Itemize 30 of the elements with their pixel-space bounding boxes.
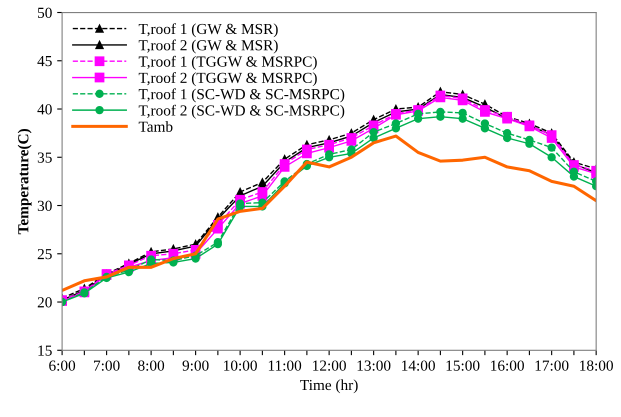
- x-tick-label: 12:00: [313, 360, 346, 371]
- x-tick-label: 8:00: [138, 360, 164, 371]
- legend-label: T,roof 1 (GW & MSR): [138, 23, 278, 38]
- y-tick-label: 40: [37, 104, 52, 114]
- x-tick-label: 6:00: [49, 360, 76, 371]
- legend-label: T,roof 2 (SC-WD & SC-MSRPC): [138, 104, 344, 119]
- y-tick-label: 15: [38, 345, 52, 356]
- y-tick-label: 25: [38, 248, 52, 260]
- x-tick-label: 17:00: [536, 360, 568, 371]
- x-tick-label: 18:00: [580, 360, 613, 371]
- y-tick-label: 45: [37, 56, 52, 66]
- x-tick-label: 11:00: [268, 360, 302, 371]
- x-tick-label: 10:00: [224, 360, 257, 371]
- legend-label: Tamb: [138, 121, 172, 132]
- legend-label: T,roof 1 (SC-WD & SC-MSRPC): [138, 88, 344, 102]
- x-tick-label: 9:00: [182, 360, 209, 371]
- y-tick-label: 20: [38, 297, 52, 308]
- x-tick-label: 15:00: [446, 360, 480, 371]
- y-axis-title: Temperature(C): [18, 129, 32, 234]
- legend-label: T,roof 2 (TGGW & MSRPC): [138, 72, 317, 86]
- legend-label: T,roof 2 (GW & MSR): [138, 40, 278, 54]
- x-tick-label: 14:00: [402, 360, 435, 371]
- y-tick-label: 30: [38, 200, 52, 211]
- x-tick-label: 16:00: [491, 360, 524, 371]
- y-tick-label: 50: [38, 8, 52, 18]
- x-tick-label: 7:00: [94, 360, 120, 371]
- y-tick-label: 35: [38, 152, 52, 163]
- legend-label: T,roof 1 (TGGW & MSRPC): [138, 56, 317, 70]
- x-axis-title: Time (hr): [300, 379, 358, 394]
- x-tick-label: 13:00: [358, 360, 390, 371]
